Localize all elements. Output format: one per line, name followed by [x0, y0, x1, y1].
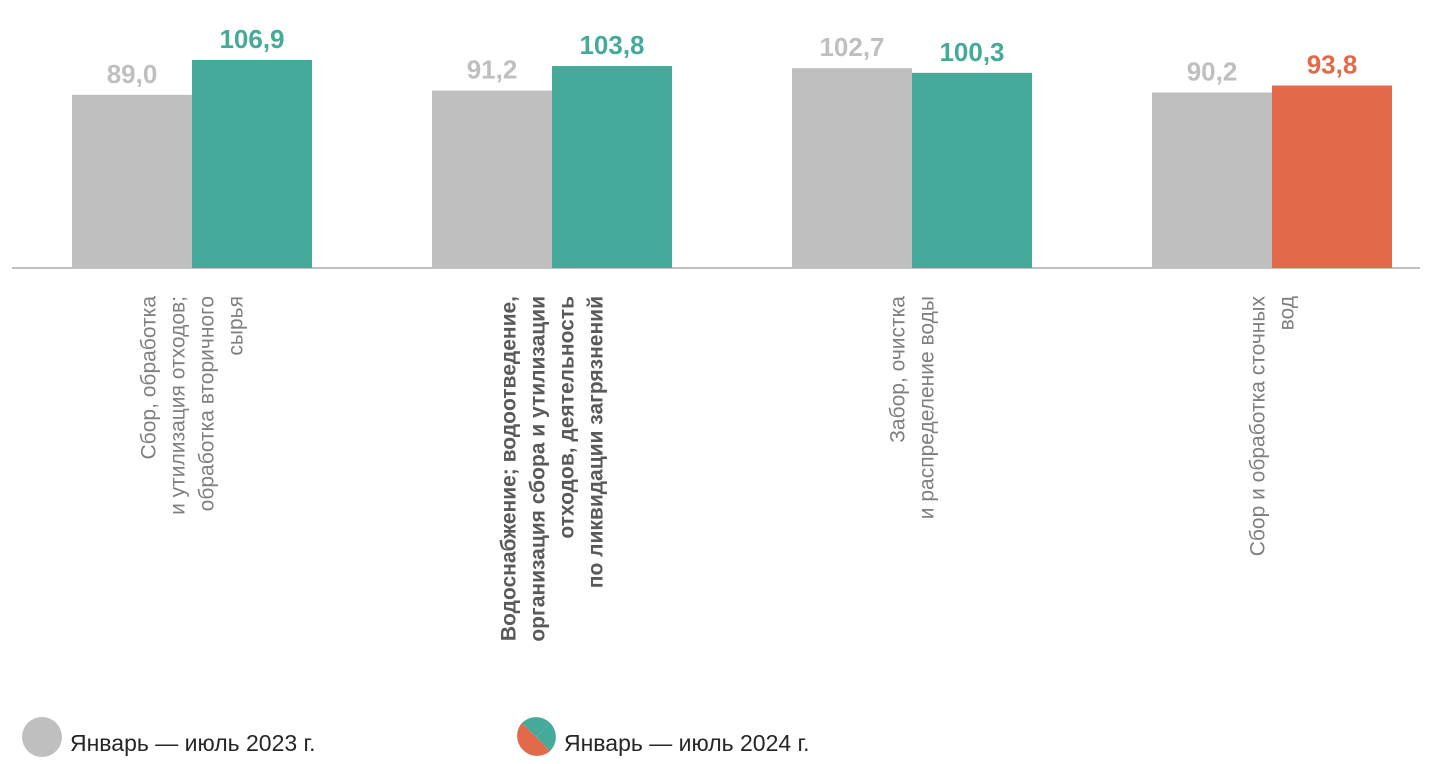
data-label-2023-3: 102,7 — [819, 32, 884, 62]
category-label-line: и распределение воды — [916, 296, 939, 519]
category-label-line: отходов, деятельность — [556, 296, 579, 539]
category-label-3: Забор, очистка и распределение воды — [887, 296, 939, 519]
category-label-line: Сбор и обработка сточных — [1247, 296, 1270, 557]
category-label-line: Сбор, обработка — [138, 296, 161, 460]
legend-label-2023: Январь — июль 2023 г. — [70, 730, 316, 756]
category-label-1: Сбор, обработка и утилизация отходов; обра… — [138, 296, 248, 515]
category-label-4: Сбор и обработка сточных вод — [1247, 296, 1299, 557]
bar-2024-4 — [1272, 85, 1392, 268]
legend-swatch-2023 — [22, 717, 62, 757]
category-label-line: организация сбора и утилизации — [527, 296, 550, 642]
category-label-line: обработка вторичного — [196, 296, 219, 511]
category-label-line: сырья — [225, 296, 248, 356]
bar-2023-3 — [792, 68, 912, 269]
legend-label-2024: Январь — июль 2024 г. — [564, 730, 810, 756]
category-label-line: и утилизация отходов; — [167, 296, 190, 515]
legend-item-2023: Январь — июль 2023 г. — [22, 717, 316, 757]
category-label-2: Водоснабжение; водоотведение, организация… — [498, 296, 608, 642]
bar-2023-2 — [432, 90, 552, 268]
category-label-line: Водоснабжение; водоотведение, — [498, 296, 521, 641]
category-label-line: по ликвидации загрязнений — [585, 296, 608, 588]
bar-2023-4 — [1152, 92, 1272, 268]
bar-2024-1 — [192, 60, 312, 268]
data-label-2023-1: 89,0 — [107, 59, 158, 89]
category-label-line: вод — [1276, 296, 1299, 330]
legend-item-2024: Январь — июль 2024 г. — [516, 717, 810, 757]
bar-2023-1 — [72, 94, 192, 268]
data-label-2024-4: 93,8 — [1307, 49, 1358, 79]
data-label-2024-3: 100,3 — [939, 37, 1004, 67]
data-label-2024-2: 103,8 — [579, 30, 644, 60]
legend-swatch-2024 — [517, 717, 556, 756]
bar-2024-2 — [552, 66, 672, 269]
bar-2024-3 — [912, 72, 1032, 268]
data-label-2024-1: 106,9 — [219, 24, 284, 54]
data-label-2023-4: 90,2 — [1187, 56, 1238, 86]
data-label-2023-2: 91,2 — [467, 55, 518, 85]
category-label-line: Забор, очистка — [887, 296, 910, 443]
